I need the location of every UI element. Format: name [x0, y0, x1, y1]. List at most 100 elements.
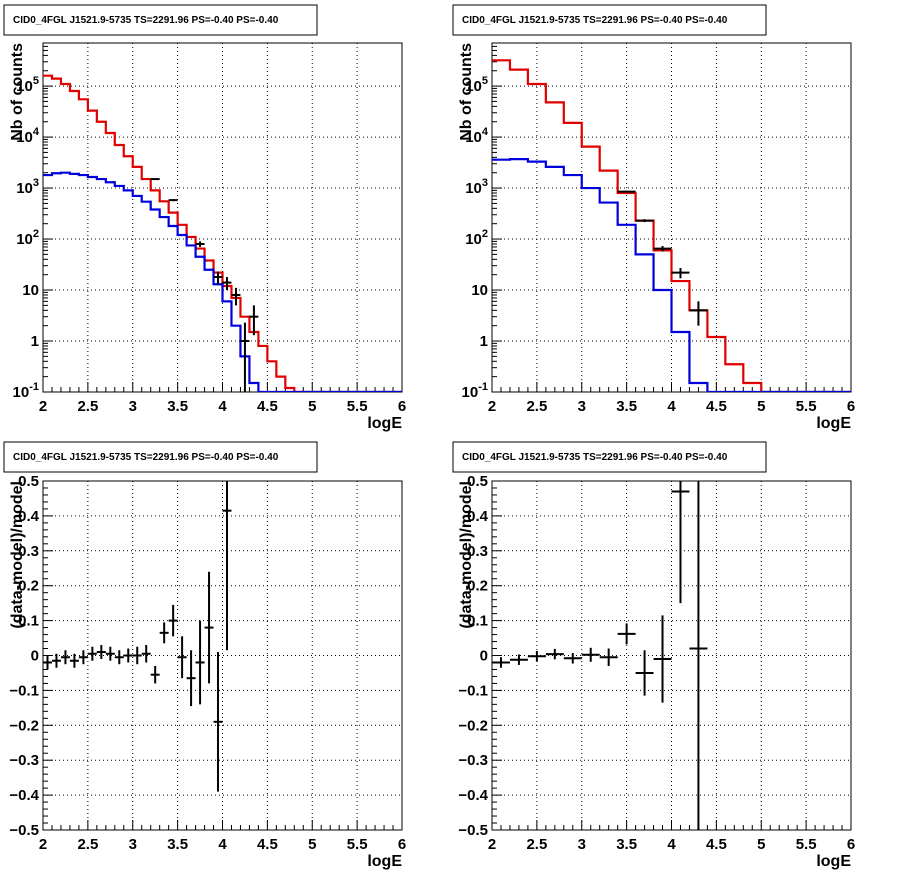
- x-tick-label: 5.5: [796, 398, 817, 415]
- y-tick-label-base: −0.3: [9, 752, 39, 769]
- x-tick-label: 2: [39, 398, 47, 415]
- y-tick-label-base: 0.3: [18, 543, 39, 560]
- y-tick-label-base: 10: [13, 384, 30, 401]
- data-point: [689, 481, 708, 830]
- chart-title: CID0_4FGL J1521.9-5735 TS=2291.96 PS=-0.…: [13, 15, 279, 26]
- data-point: [599, 648, 618, 666]
- x-tick-label: 3.5: [616, 398, 637, 415]
- data-point: [653, 615, 672, 703]
- data-point: [51, 653, 61, 668]
- y-tick-label: −0.5: [9, 822, 39, 839]
- y-tick-label: 103: [16, 177, 39, 197]
- y-tick-label: 104: [16, 126, 40, 146]
- x-tick-label: 5: [757, 398, 765, 415]
- x-axis-label: logE: [367, 415, 402, 432]
- data-point: [213, 652, 223, 792]
- y-tick-label: 1: [31, 333, 39, 350]
- y-tick-label: 104: [465, 126, 489, 146]
- chart-title-box: CID0_4FGL J1521.9-5735 TS=2291.96 PS=-0.…: [452, 441, 767, 473]
- data-point: [78, 650, 88, 665]
- y-tick-label-base: 10: [471, 282, 488, 299]
- x-tick-label: 4.5: [257, 836, 278, 853]
- y-tick-label: 10-1: [462, 381, 488, 401]
- x-axis-label: logE: [816, 853, 851, 870]
- x-axis-label: logE: [367, 853, 402, 870]
- y-tick-label-exponent: 3: [482, 177, 488, 189]
- y-axis-label: Nb of counts: [9, 43, 26, 141]
- y-tick-label-base: 1: [480, 333, 488, 350]
- y-tick-label: 0.3: [467, 543, 488, 560]
- y-tick-label-base: 10: [16, 231, 33, 248]
- chart-title-frame: [3, 4, 318, 36]
- y-tick-label: 0.2: [467, 578, 488, 595]
- y-tick-label-base: −0.3: [458, 752, 488, 769]
- x-tick-label: 5: [308, 836, 316, 853]
- x-tick-label: 3: [578, 398, 586, 415]
- data-point: [222, 277, 232, 291]
- x-tick-label: 4.5: [706, 398, 727, 415]
- data-point: [653, 246, 672, 252]
- x-tick-label: 4: [667, 398, 676, 415]
- y-tick-label-base: 10: [465, 129, 482, 146]
- plot-frame: [42, 480, 403, 831]
- x-tick-label: 2.5: [526, 836, 547, 853]
- data-point: [231, 287, 241, 306]
- x-tick-label: 6: [847, 398, 855, 415]
- y-tick-label: 1: [480, 333, 488, 350]
- x-tick-label: 3: [129, 398, 137, 415]
- y-tick-label: 103: [465, 177, 488, 197]
- x-tick-label: 4.5: [706, 836, 727, 853]
- data-point: [527, 650, 546, 662]
- y-tick-label-base: −0.1: [9, 682, 39, 699]
- data-point: [43, 655, 52, 670]
- x-tick-label: 5: [308, 398, 316, 415]
- x-tick-label: 4.5: [257, 398, 278, 415]
- y-tick-label: −0.4: [458, 787, 488, 804]
- y-tick-label: 0.1: [18, 613, 39, 630]
- x-tick-label: 5.5: [347, 836, 368, 853]
- y-tick-label-exponent: 5: [482, 75, 488, 87]
- y-tick-label-base: 0.4: [467, 508, 489, 525]
- x-tick-label: 3.5: [616, 836, 637, 853]
- y-tick-label-base: 10: [16, 180, 33, 197]
- data-point: [195, 241, 205, 247]
- x-tick-label: 2.5: [77, 836, 98, 853]
- data-point: [60, 650, 70, 665]
- data-point: [249, 305, 259, 336]
- data-point: [123, 648, 133, 663]
- x-tick-label: 6: [847, 836, 855, 853]
- data-point: [105, 646, 115, 661]
- y-tick-label: 0.4: [18, 508, 40, 525]
- data-point: [492, 657, 510, 668]
- plot-frame: [491, 480, 852, 831]
- y-tick-label-base: −0.4: [9, 787, 39, 804]
- data-point: [195, 620, 205, 705]
- x-tick-label: 3.5: [167, 398, 188, 415]
- y-tick-label-base: 10: [16, 78, 33, 95]
- y-tick-label-base: −0.1: [458, 682, 488, 699]
- x-tick-label: 2: [488, 836, 496, 853]
- plot-area: [43, 74, 402, 392]
- y-tick-label-exponent: 2: [33, 228, 39, 240]
- data-point: [186, 650, 196, 707]
- y-tick-label-base: −0.4: [458, 787, 488, 804]
- y-tick-label: −0.2: [458, 717, 488, 734]
- data-point: [114, 650, 124, 665]
- x-tick-label: 2.5: [77, 398, 98, 415]
- x-tick-label: 3: [129, 836, 137, 853]
- chart-panel-bottom-right: 2 2.5 3 3.5 4 4.5 5 5.5 6 −0.5 −0.4 −0.3 −0.2 −0.1 0 0.…: [452, 441, 855, 870]
- x-tick-label: 6: [398, 398, 406, 415]
- data-point: [132, 646, 142, 665]
- y-tick-label-base: −0.2: [458, 717, 488, 734]
- data-point: [213, 271, 223, 285]
- y-tick-label-base: 10: [16, 129, 33, 146]
- x-tick-label: 2.5: [526, 398, 547, 415]
- data-point: [204, 571, 214, 684]
- y-tick-label-base: 10: [22, 282, 39, 299]
- data-point: [168, 604, 178, 637]
- data-point: [671, 481, 690, 604]
- data-point: [222, 481, 232, 651]
- data-point: [150, 178, 160, 181]
- x-tick-label: 4: [218, 836, 227, 853]
- y-tick-label-base: 0: [31, 648, 39, 665]
